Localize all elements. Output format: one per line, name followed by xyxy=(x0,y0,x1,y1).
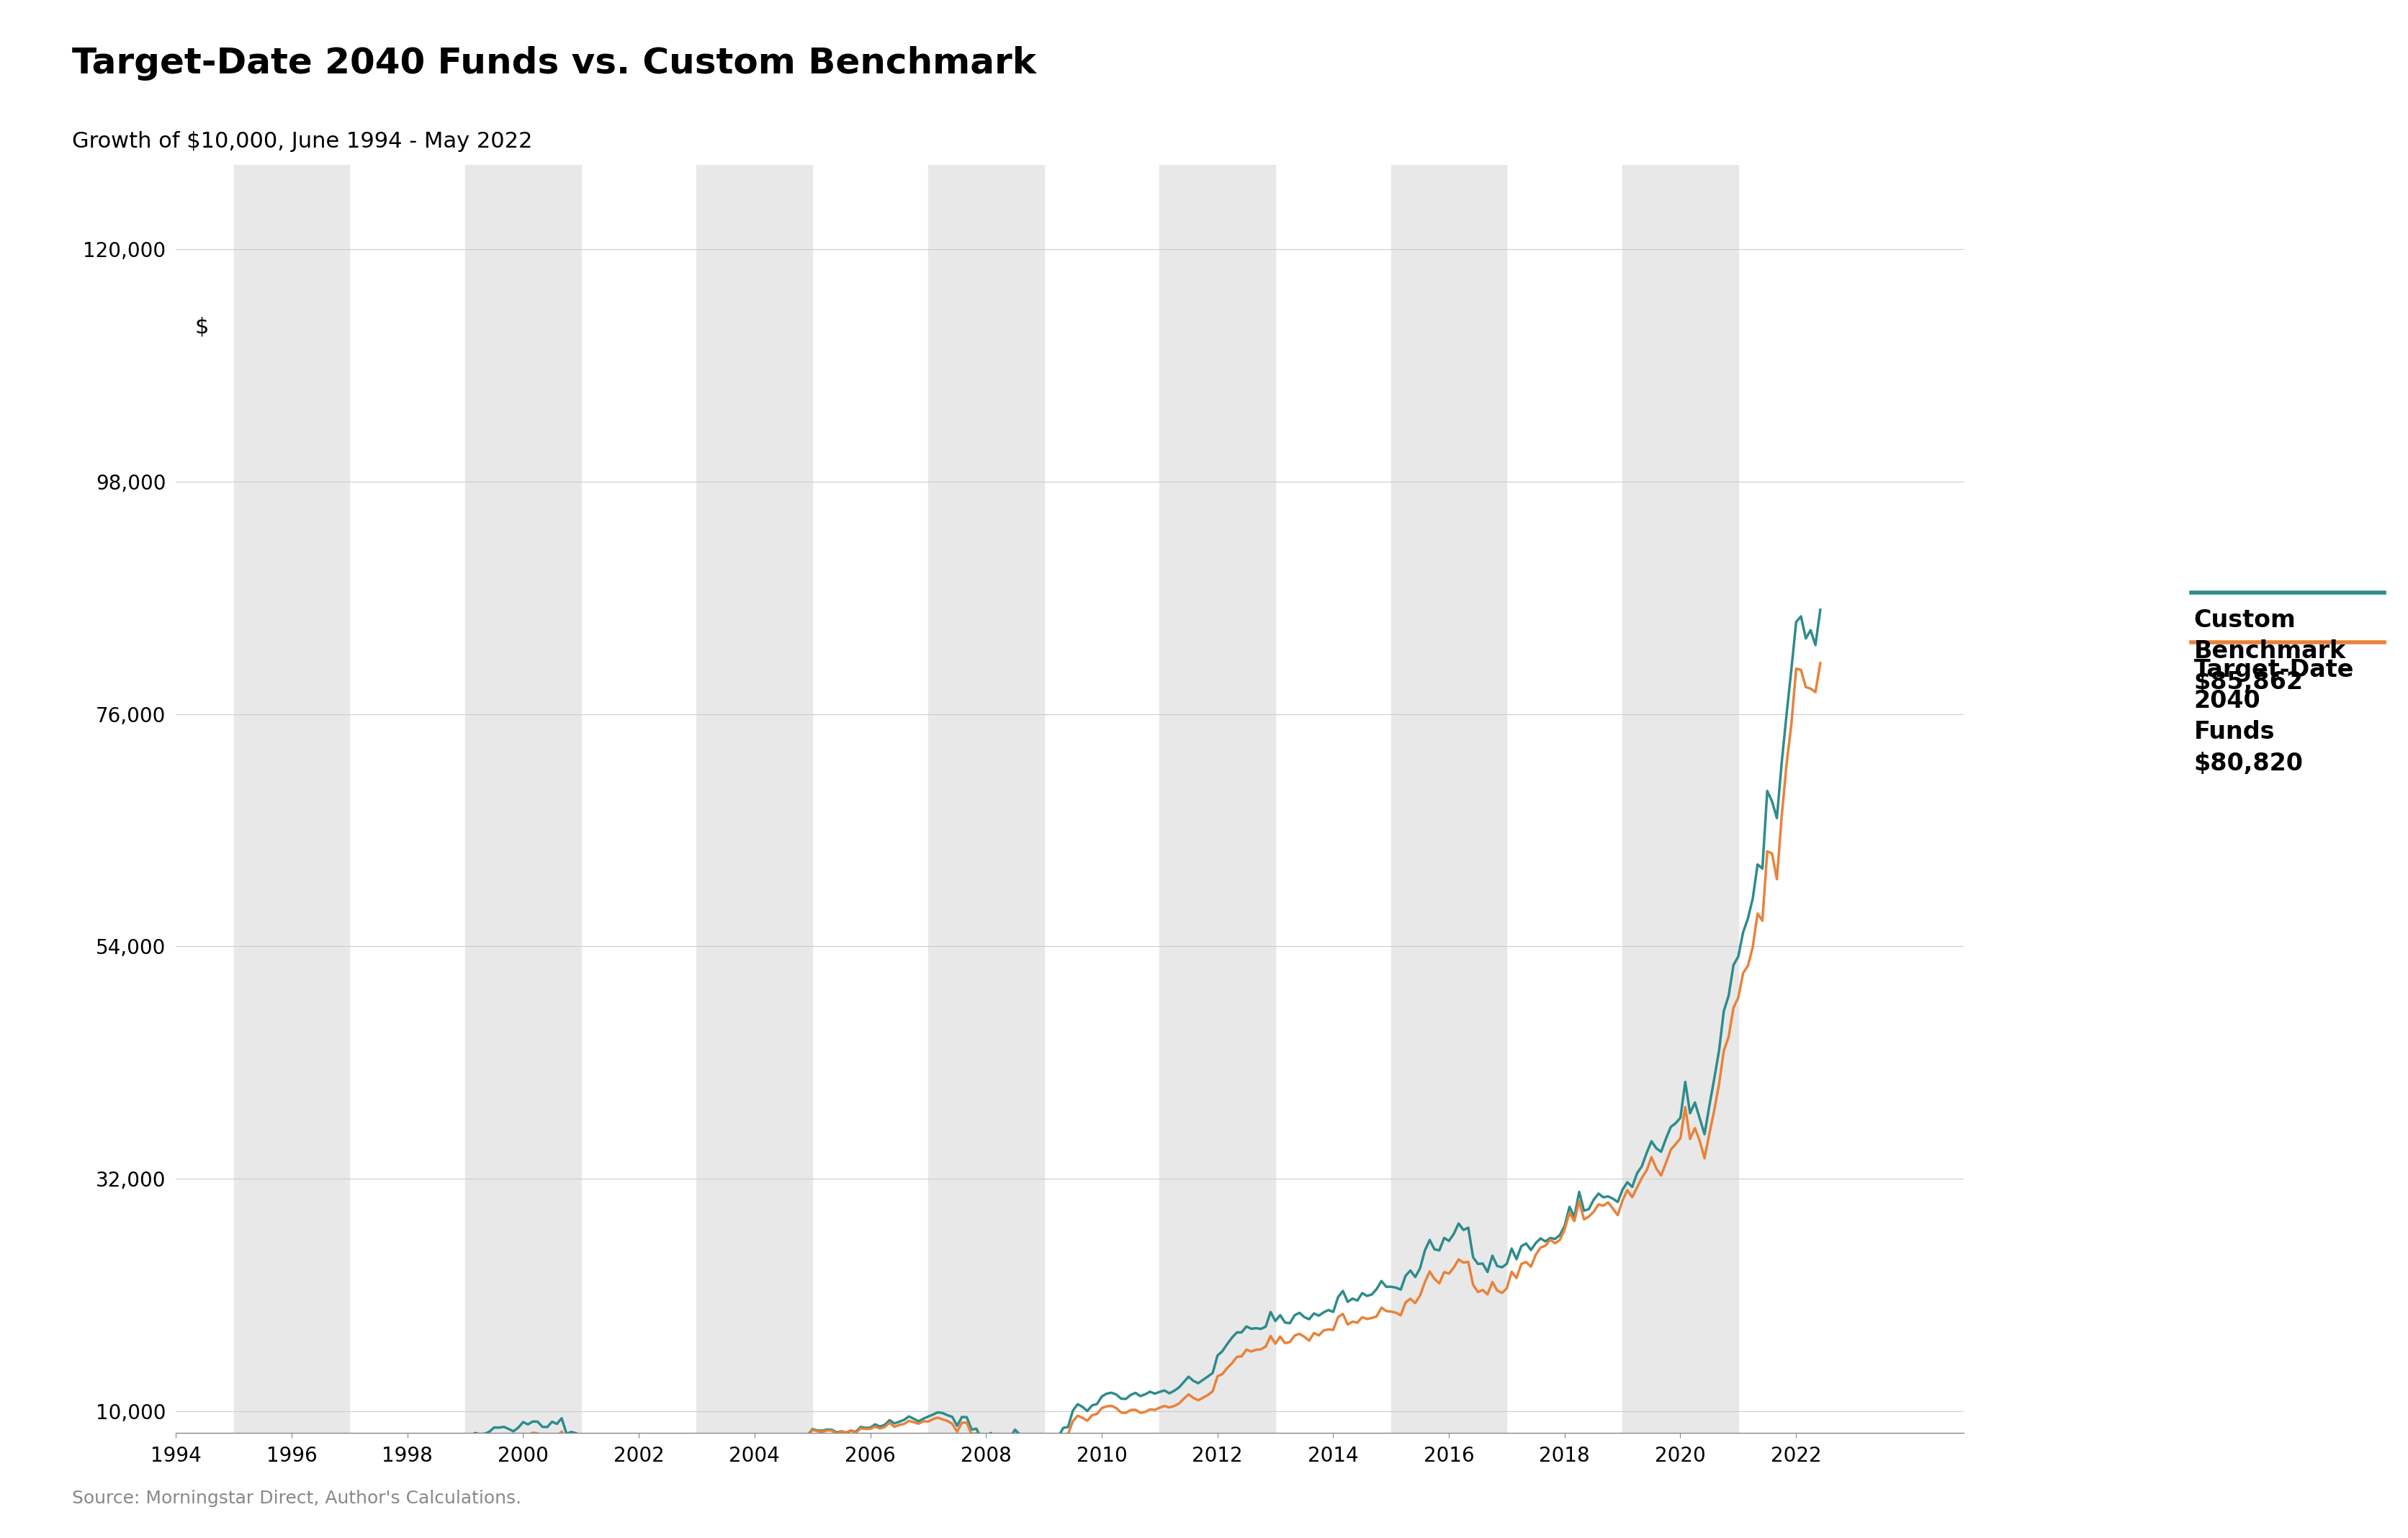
Bar xyxy=(1161,165,1276,1432)
Bar xyxy=(465,165,580,1432)
Bar xyxy=(1623,165,1739,1432)
Text: Growth of $10,000, June 1994 - May 2022: Growth of $10,000, June 1994 - May 2022 xyxy=(72,131,532,152)
Bar xyxy=(1392,165,1507,1432)
Bar xyxy=(234,165,349,1432)
Text: Target-Date
2040
Funds
$80,820: Target-Date 2040 Funds $80,820 xyxy=(2194,658,2353,775)
Text: Custom
Benchmark
$85,862: Custom Benchmark $85,862 xyxy=(2194,608,2345,694)
Text: $: $ xyxy=(195,317,209,338)
Bar xyxy=(696,165,811,1432)
Text: Target-Date 2040 Funds vs. Custom Benchmark: Target-Date 2040 Funds vs. Custom Benchm… xyxy=(72,46,1035,80)
Text: Source: Morningstar Direct, Author's Calculations.: Source: Morningstar Direct, Author's Cal… xyxy=(72,1490,523,1507)
Bar xyxy=(927,165,1043,1432)
